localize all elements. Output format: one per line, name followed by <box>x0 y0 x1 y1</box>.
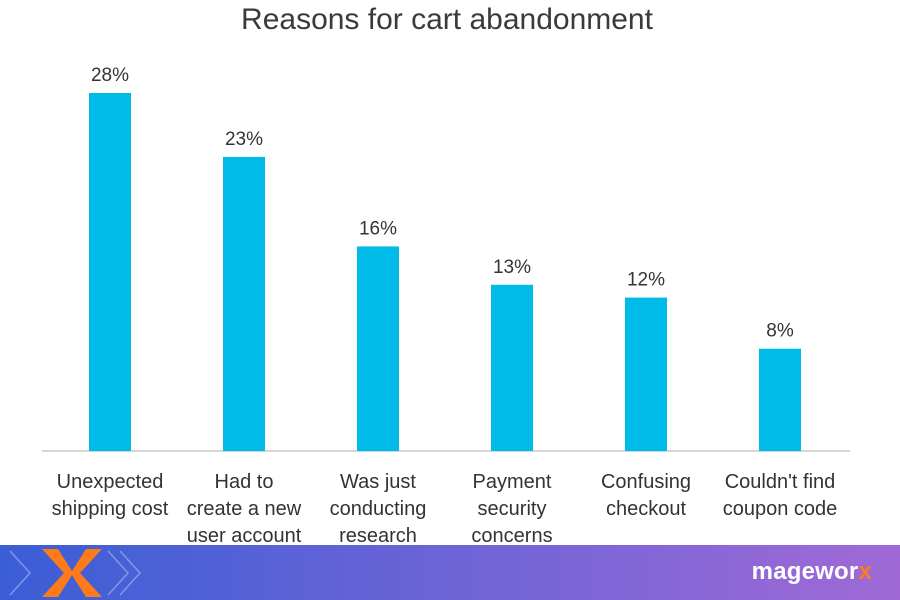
bar-chart: Reasons for cart abandonment 28% Unexpect… <box>42 3 850 545</box>
category-label: Was just conducting research <box>330 471 427 545</box>
category-label: Payment security concerns <box>471 471 552 545</box>
bar-3 <box>491 284 533 451</box>
category-label: Unexpected shipping cost <box>52 471 169 520</box>
bar-value-label: 16% <box>359 218 397 239</box>
brand-wordmark-main: magewor <box>751 558 859 585</box>
category-label-line: concerns <box>471 525 552 545</box>
bar-value-label: 28% <box>91 65 129 86</box>
category-label-line: Was just <box>340 471 416 493</box>
category-label-line: Had to <box>215 471 274 493</box>
category-label: Confusing checkout <box>601 471 691 520</box>
bar-value-label: 8% <box>766 321 794 342</box>
bar-1 <box>223 156 265 451</box>
category-label-line: Payment <box>473 471 552 493</box>
category-label: Had to create a new user account <box>187 471 302 545</box>
brand-footer: mageworx <box>0 545 900 600</box>
chevron-decoration-icon <box>9 550 142 596</box>
category-label-line: shipping cost <box>52 498 169 520</box>
bar-value-label: 23% <box>225 129 263 150</box>
category-label-line: Couldn't find <box>725 471 836 493</box>
brand-logo-x-icon <box>42 549 102 597</box>
bar-value-label: 12% <box>627 270 665 291</box>
category-label-line: conducting <box>330 498 427 520</box>
category-label: Couldn't find coupon code <box>723 471 838 520</box>
footer-graphic <box>0 545 900 600</box>
category-label-line: security <box>478 498 547 520</box>
chart-title: Reasons for cart abandonment <box>241 3 654 36</box>
bar-4 <box>625 297 667 451</box>
bar-0 <box>89 93 131 451</box>
bar-5 <box>759 348 801 451</box>
bar-2 <box>357 246 399 451</box>
brand-wordmark: mageworx <box>752 558 872 586</box>
category-label-line: create a new <box>187 498 302 520</box>
category-label-line: checkout <box>606 498 686 520</box>
category-label-line: Confusing <box>601 471 691 493</box>
category-label-line: Unexpected <box>57 471 164 493</box>
brand-wordmark-accent: x <box>858 558 872 585</box>
bar-value-label: 13% <box>493 257 531 278</box>
category-label-line: user account <box>187 525 302 545</box>
category-label-line: coupon code <box>723 498 838 520</box>
category-label-line: research <box>339 525 417 545</box>
